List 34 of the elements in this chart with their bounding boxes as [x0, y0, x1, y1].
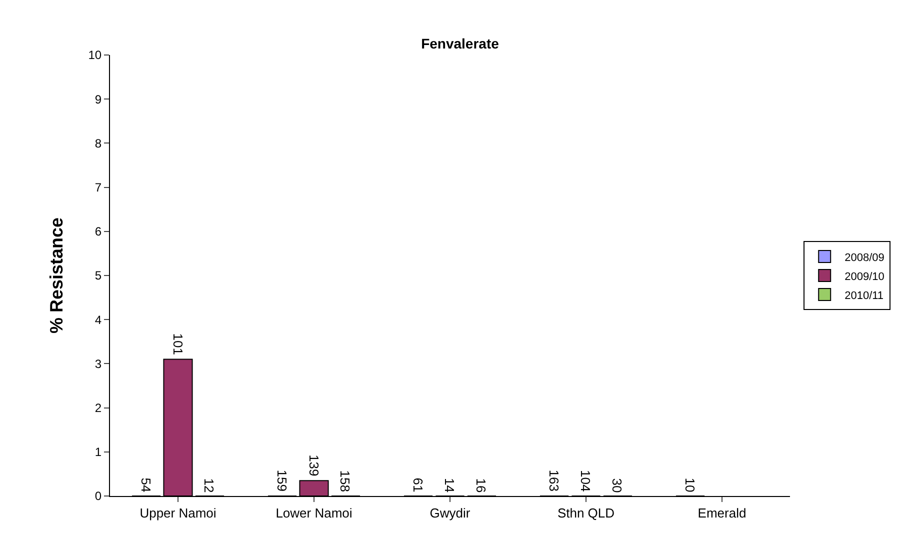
legend-label: 2009/10 — [844, 270, 884, 283]
annotation: 61 — [410, 478, 426, 492]
y-tick-label: 3 — [94, 356, 102, 371]
x-tick-label: Lower Namoi — [276, 506, 352, 521]
y-tick-label: 2 — [94, 401, 102, 415]
y-tick-label: 1 — [94, 445, 102, 460]
x-tick-label: Upper Namoi — [140, 506, 216, 521]
annotation: 12 — [202, 478, 217, 493]
x-tick-label: Gwydir — [430, 506, 471, 521]
chart-title: Fenvalerate — [421, 36, 500, 52]
annotation: 16 — [474, 478, 489, 493]
y-tick-label: 5 — [94, 268, 102, 283]
y-tick-label: 0 — [94, 489, 102, 504]
annotation: 139 — [306, 454, 322, 476]
y-axis-title: % Resistance — [46, 217, 66, 334]
x-tick-label: Emerald — [698, 506, 746, 521]
annotation: 159 — [274, 470, 290, 492]
annotation: 54 — [138, 478, 154, 492]
annotation: 10 — [682, 478, 698, 492]
x-tick-label: Sthn QLD — [557, 506, 615, 521]
y-tick-label: 7 — [94, 180, 102, 194]
y-tick-label: 8 — [94, 136, 102, 150]
y-tick-label: 4 — [94, 312, 102, 327]
y-tick-label: 9 — [94, 92, 102, 106]
y-tick-label: 6 — [94, 224, 102, 239]
annotation: 101 — [170, 333, 186, 355]
annotation: 163 — [546, 470, 562, 492]
legend-label: 2010/11 — [844, 290, 884, 302]
annotation: 30 — [610, 478, 625, 493]
y-tick-label: 10 — [88, 48, 102, 62]
annotation: 158 — [338, 470, 353, 492]
annotation: 104 — [578, 470, 593, 492]
legend-label: 2008/09 — [844, 252, 884, 264]
annotation: 14 — [442, 478, 457, 492]
